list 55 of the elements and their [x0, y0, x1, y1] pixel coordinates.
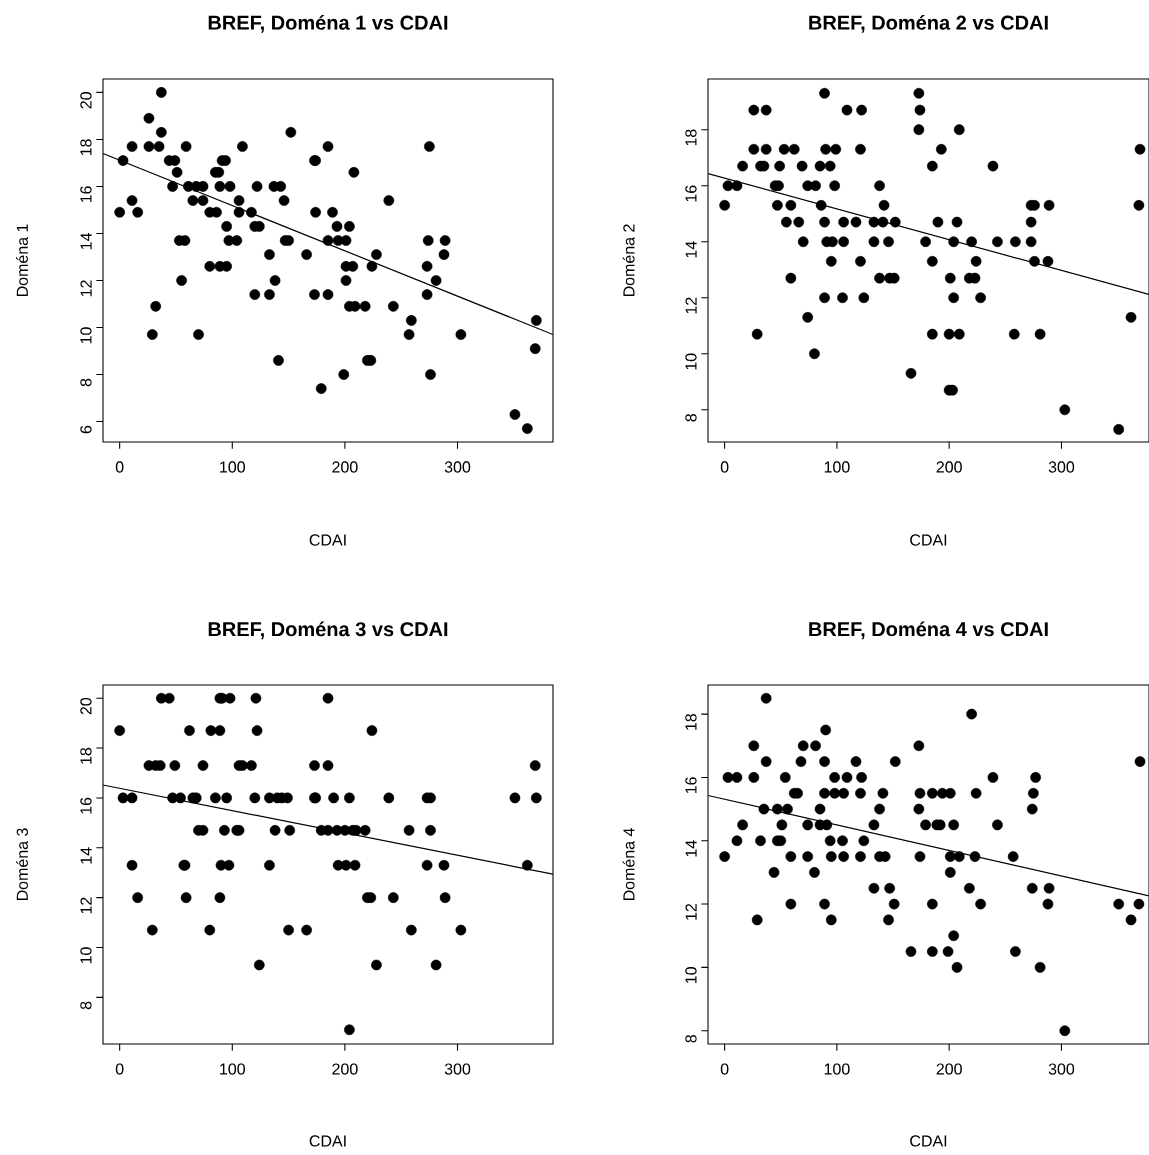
- y-tick-label: 8: [685, 414, 697, 422]
- y-tick-label: 12: [685, 903, 697, 920]
- x-tick-label: 0: [720, 461, 729, 473]
- y-axis-title: Doména 4: [622, 828, 635, 901]
- x-tick-label: 200: [936, 461, 962, 473]
- x-tick-label: 0: [115, 1063, 124, 1075]
- chart-title: BREF, Doména 3 vs CDAI: [208, 621, 448, 640]
- y-tick-label: 14: [80, 233, 92, 250]
- x-tick-label: 0: [720, 1063, 729, 1075]
- y-tick-label: 12: [80, 897, 92, 914]
- x-tick-label: 300: [444, 461, 471, 473]
- y-tick-label: 18: [80, 139, 92, 156]
- y-tick-label: 20: [80, 92, 92, 109]
- y-tick-label: 14: [685, 241, 697, 258]
- y-tick-label: 14: [685, 840, 697, 857]
- y-tick-label: 10: [685, 353, 697, 370]
- y-tick-label: 10: [685, 967, 697, 984]
- x-tick-label: 200: [332, 1063, 358, 1075]
- x-tick-label: 100: [824, 1063, 850, 1075]
- y-axis-title: Doména 3: [16, 828, 28, 901]
- x-axis-title: CDAI: [309, 534, 346, 546]
- y-tick-label: 10: [80, 947, 92, 964]
- y-tick-label: 6: [80, 425, 92, 434]
- x-axis-title: CDAI: [309, 1135, 346, 1147]
- y-tick-label: 8: [80, 378, 92, 387]
- y-tick-label: 8: [685, 1034, 697, 1043]
- y-axis-title: Doména 2: [622, 224, 635, 297]
- x-tick-label: 300: [1048, 461, 1075, 473]
- x-tick-label: 100: [220, 1063, 246, 1075]
- y-tick-label: 20: [80, 697, 92, 715]
- y-tick-label: 18: [685, 129, 697, 146]
- x-tick-label: 0: [115, 461, 124, 473]
- y-tick-label: 14: [80, 847, 92, 864]
- x-tick-label: 100: [220, 461, 246, 473]
- y-tick-label: 18: [80, 747, 92, 764]
- y-tick-label: 18: [685, 713, 697, 730]
- x-axis-title: CDAI: [910, 534, 947, 546]
- chart-title: BREF, Doména 1 vs CDAI: [208, 14, 448, 33]
- x-axis-title: CDAI: [910, 1135, 947, 1147]
- chart-title: BREF, Doména 4 vs CDAI: [809, 621, 1048, 640]
- y-tick-label: 16: [685, 777, 697, 794]
- x-tick-label: 300: [1048, 1063, 1075, 1075]
- x-tick-label: 200: [332, 461, 358, 473]
- y-tick-label: 10: [80, 327, 92, 344]
- y-axis-title: Doména 1: [16, 224, 28, 297]
- y-tick-label: 16: [80, 797, 92, 814]
- y-tick-label: 12: [685, 297, 697, 314]
- chart-title: BREF, Doména 2 vs CDAI: [809, 14, 1048, 33]
- x-tick-label: 300: [444, 1063, 471, 1075]
- x-tick-label: 200: [936, 1063, 962, 1075]
- y-tick-label: 8: [80, 1001, 92, 1010]
- y-tick-label: 12: [80, 280, 92, 297]
- x-tick-label: 100: [824, 461, 850, 473]
- y-tick-label: 16: [80, 186, 92, 203]
- y-tick-label: 16: [685, 185, 697, 202]
